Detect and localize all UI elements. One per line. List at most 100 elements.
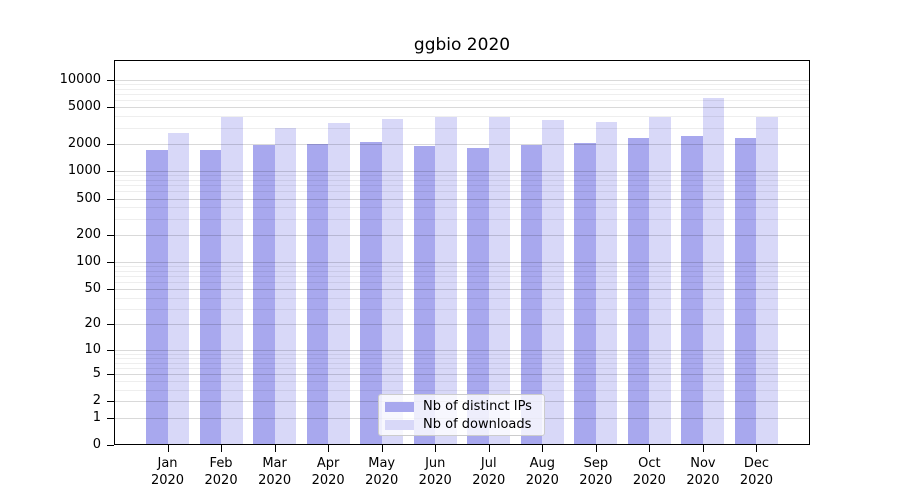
gridline-20 (114, 324, 810, 326)
x-label-month: Jul (480, 456, 497, 471)
gridline-7000 (114, 93, 810, 95)
x-label-month: Dec (743, 456, 770, 471)
x-tick-label-mar: Mar 2020 (243, 455, 307, 489)
y-tick-mark-1000 (107, 171, 114, 173)
x-tick-label-feb: Feb 2020 (189, 455, 253, 489)
gridline-8 (114, 357, 810, 359)
gridline-1000 (114, 171, 810, 173)
gridline-600 (114, 191, 810, 193)
x-label-month: Nov (690, 456, 716, 471)
bar-oct-downloads (649, 117, 671, 445)
x-label-year: 2020 (258, 473, 292, 488)
gridline-700 (114, 185, 810, 187)
y-tick-mark-50 (107, 289, 114, 291)
legend-swatch-distinct-ips (385, 402, 414, 412)
y-tick-mark-500 (107, 198, 114, 200)
gridline-100 (114, 262, 810, 264)
y-tick-mark-100 (107, 262, 114, 264)
y-tick-label-200: 200 (76, 226, 101, 242)
legend-item-distinct-ips: Nb of distinct IPs (385, 398, 538, 416)
y-tick-label-10000: 10000 (59, 71, 101, 87)
bar-jun-distinct-ips (413, 146, 436, 445)
bar-jan-downloads (167, 132, 190, 445)
y-tick-mark-1 (107, 417, 114, 419)
bar-jul-distinct-ips (467, 148, 489, 445)
gridline-800 (114, 179, 810, 181)
y-tick-label-100: 100 (76, 254, 101, 270)
legend: Nb of distinct IPs Nb of downloads (378, 394, 545, 436)
y-tick-label-5000: 5000 (67, 99, 101, 115)
gridline-900 (114, 175, 810, 177)
bar-dec-distinct-ips (734, 138, 757, 445)
bar-mar-distinct-ips (253, 145, 275, 445)
gridline-70 (114, 276, 810, 277)
x-tick-label-aug: Aug 2020 (510, 455, 574, 489)
x-label-month: Mar (262, 456, 287, 471)
y-tick-label-20: 20 (84, 316, 101, 332)
x-label-year: 2020 (739, 473, 773, 488)
bar-jun-downloads (435, 117, 457, 445)
gridline-8000 (114, 88, 810, 90)
y-tick-mark-10 (107, 349, 114, 351)
x-label-month: Jan (157, 456, 178, 471)
gridline-60 (114, 282, 810, 284)
x-tick-label-apr: Apr 2020 (296, 455, 360, 489)
gridline-500 (114, 198, 810, 200)
bar-sep-downloads (595, 122, 618, 445)
x-label-year: 2020 (418, 473, 452, 488)
gridline-4 (114, 381, 810, 383)
gridline-3000 (114, 127, 810, 129)
gridline-200 (114, 234, 810, 236)
x-tick-mark-jan (167, 445, 169, 452)
x-tick-mark-dec (756, 445, 758, 452)
gridline-9 (114, 353, 810, 355)
x-label-month: Aug (529, 456, 555, 471)
bar-apr-distinct-ips (306, 144, 329, 445)
y-tick-mark-10000 (107, 79, 114, 81)
y-tick-label-1000: 1000 (67, 163, 101, 179)
y-tick-label-2: 2 (92, 393, 101, 409)
x-tick-mark-mar (274, 445, 276, 452)
gridline-7 (114, 362, 810, 364)
gridline-2000 (114, 143, 810, 145)
x-label-year: 2020 (204, 473, 238, 488)
gridline-30 (114, 308, 810, 310)
y-tick-label-0: 0 (92, 437, 101, 452)
gridline-80 (114, 270, 810, 272)
bar-feb-distinct-ips (199, 149, 222, 445)
x-label-year: 2020 (311, 473, 345, 488)
legend-label-distinct-ips: Nb of distinct IPs (423, 399, 532, 414)
plot-area (114, 60, 810, 445)
x-tick-label-oct: Oct 2020 (617, 455, 681, 489)
x-tick-mark-aug (542, 445, 544, 452)
x-tick-mark-jun (435, 445, 437, 452)
x-tick-label-may: May 2020 (350, 455, 414, 489)
y-tick-label-2000: 2000 (67, 135, 101, 151)
legend-label-downloads: Nb of downloads (423, 417, 532, 432)
x-label-year: 2020 (365, 473, 399, 488)
x-tick-label-sep: Sep 2020 (564, 455, 628, 489)
x-tick-label-jul: Jul 2020 (457, 455, 521, 489)
x-label-year: 2020 (579, 473, 613, 488)
y-tick-mark-200 (107, 234, 114, 236)
gridline-4000 (114, 116, 810, 118)
legend-swatch-downloads (385, 420, 414, 430)
y-tick-label-1: 1 (92, 409, 101, 425)
bar-aug-downloads (542, 119, 564, 445)
x-label-month: Jun (425, 456, 446, 471)
y-tick-mark-0 (107, 445, 114, 446)
x-tick-mark-oct (649, 445, 651, 452)
x-label-year: 2020 (632, 473, 666, 488)
bar-apr-downloads (328, 123, 350, 445)
y-tick-mark-20 (107, 324, 114, 326)
gridline-5 (114, 373, 810, 375)
x-tick-label-jun: Jun 2020 (403, 455, 467, 489)
x-tick-label-jan: Jan 2020 (136, 455, 200, 489)
y-tick-label-5: 5 (92, 365, 101, 381)
gridline-10 (114, 349, 810, 351)
bar-dec-downloads (756, 117, 778, 445)
x-label-month: Oct (638, 456, 661, 471)
bar-feb-downloads (221, 116, 243, 445)
x-tick-mark-sep (595, 445, 597, 452)
